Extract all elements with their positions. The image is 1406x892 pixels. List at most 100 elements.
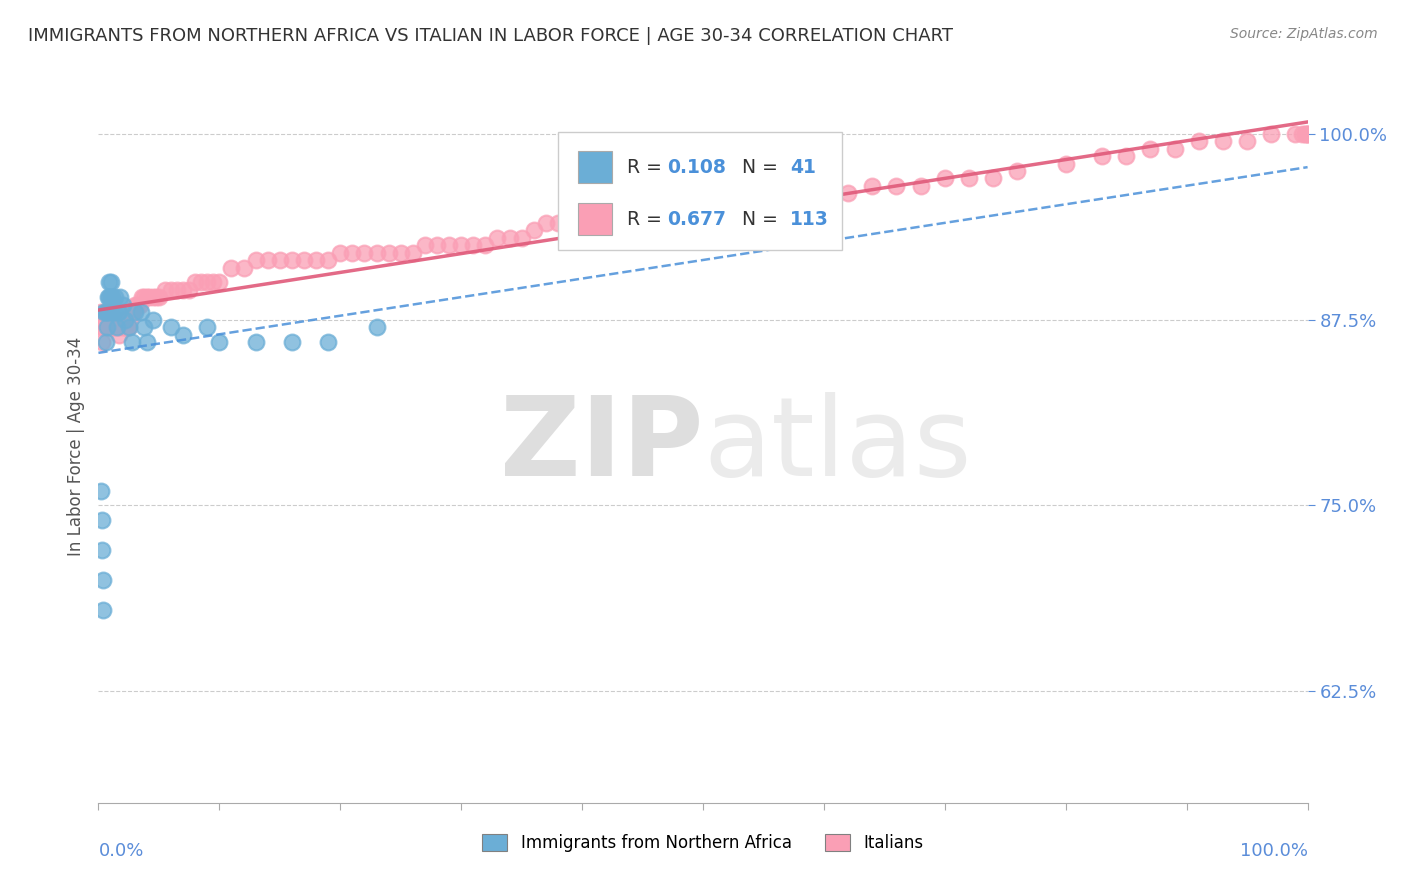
Point: [981, 171, 1004, 186]
Point: [135, 290, 157, 304]
Point: [1296, 127, 1319, 141]
Point: [100, 290, 122, 304]
FancyBboxPatch shape: [558, 132, 842, 250]
Point: [1296, 127, 1319, 141]
Point: [104, 312, 127, 326]
Point: [281, 334, 304, 349]
Point: [377, 245, 399, 260]
Point: [510, 231, 533, 245]
Point: [716, 201, 738, 215]
Point: [103, 305, 125, 319]
Point: [402, 245, 425, 260]
Point: [100, 290, 122, 304]
Point: [765, 201, 787, 215]
Point: [595, 216, 617, 230]
Point: [101, 320, 124, 334]
Text: 41: 41: [790, 158, 815, 177]
Legend: Immigrants from Northern Africa, Italians: Immigrants from Northern Africa, Italian…: [475, 827, 931, 859]
Point: [450, 238, 472, 252]
Point: [91, 513, 114, 527]
Point: [91, 320, 114, 334]
Point: [148, 290, 170, 304]
Point: [1294, 127, 1316, 141]
Point: [142, 290, 165, 304]
Point: [486, 231, 509, 245]
Text: R =: R =: [627, 158, 668, 177]
Point: [1236, 134, 1258, 148]
Text: R =: R =: [627, 210, 668, 228]
Point: [437, 238, 460, 252]
Point: [172, 283, 194, 297]
Point: [571, 216, 593, 230]
Point: [789, 194, 811, 208]
Point: [547, 216, 569, 230]
Text: N =: N =: [730, 210, 783, 228]
Point: [98, 290, 121, 304]
Text: 113: 113: [790, 210, 830, 228]
Point: [1139, 142, 1161, 156]
Point: [837, 186, 859, 201]
Point: [134, 320, 156, 334]
Point: [103, 320, 125, 334]
Point: [463, 238, 485, 252]
Point: [957, 171, 980, 186]
Point: [523, 223, 546, 237]
Point: [107, 320, 129, 334]
Point: [135, 334, 157, 349]
Point: [118, 320, 141, 334]
Point: [1163, 142, 1185, 156]
Point: [172, 327, 194, 342]
Y-axis label: In Labor Force | Age 30-34: In Labor Force | Age 30-34: [66, 336, 84, 556]
Point: [179, 283, 201, 297]
Point: [100, 276, 122, 290]
Point: [112, 320, 135, 334]
Point: [93, 305, 115, 319]
Point: [221, 260, 243, 275]
Point: [692, 209, 714, 223]
Point: [91, 602, 114, 616]
Point: [316, 253, 339, 268]
Point: [111, 298, 134, 312]
Point: [129, 305, 152, 319]
Point: [644, 209, 666, 223]
Point: [1091, 149, 1114, 163]
Point: [202, 276, 225, 290]
Point: [813, 186, 835, 201]
Text: ZIP: ZIP: [499, 392, 703, 500]
Point: [121, 334, 143, 349]
Point: [269, 253, 291, 268]
Point: [108, 290, 131, 304]
Point: [91, 573, 114, 587]
Point: [91, 320, 114, 334]
Point: [98, 320, 121, 334]
Point: [1188, 134, 1211, 148]
Point: [232, 260, 254, 275]
Point: [134, 290, 156, 304]
Point: [90, 483, 112, 498]
Point: [316, 334, 339, 349]
Point: [245, 334, 267, 349]
Point: [245, 253, 267, 268]
Point: [105, 320, 128, 334]
Point: [94, 305, 117, 319]
Point: [256, 253, 278, 268]
Point: [97, 305, 120, 319]
Text: 0.677: 0.677: [666, 210, 725, 228]
Point: [115, 320, 138, 334]
Point: [208, 276, 231, 290]
Point: [105, 320, 128, 334]
Point: [342, 245, 364, 260]
Point: [153, 283, 176, 297]
Point: [117, 320, 139, 334]
Point: [366, 320, 388, 334]
Point: [101, 305, 124, 319]
Point: [97, 305, 120, 319]
Point: [1260, 127, 1282, 141]
Point: [94, 312, 117, 326]
Point: [1212, 134, 1234, 148]
Point: [1284, 127, 1306, 141]
Point: [97, 290, 120, 304]
FancyBboxPatch shape: [578, 151, 613, 183]
Point: [122, 305, 145, 319]
Point: [100, 320, 122, 334]
